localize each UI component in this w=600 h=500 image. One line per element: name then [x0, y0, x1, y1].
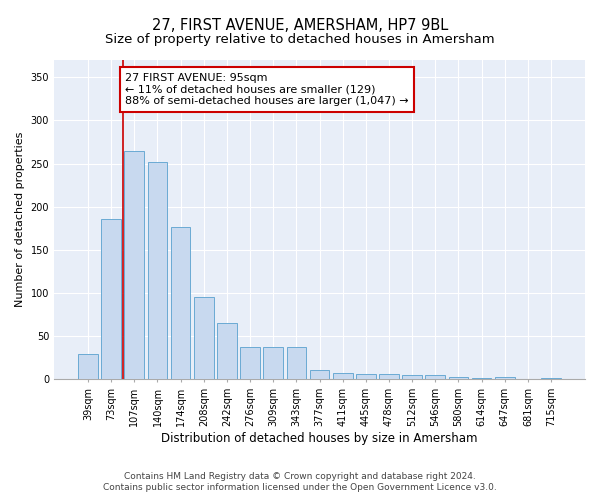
Bar [78, 354, 98, 380]
Bar [287, 346, 306, 380]
Bar [333, 372, 353, 380]
Bar [171, 228, 190, 380]
Bar [217, 324, 237, 380]
Bar [101, 219, 121, 380]
Bar [356, 374, 376, 380]
Bar [194, 298, 214, 380]
Text: 27 FIRST AVENUE: 95sqm
← 11% of detached houses are smaller (129)
88% of semi-de: 27 FIRST AVENUE: 95sqm ← 11% of detached… [125, 73, 409, 106]
Bar [472, 378, 491, 380]
Bar [541, 378, 561, 380]
Text: Size of property relative to detached houses in Amersham: Size of property relative to detached ho… [105, 32, 495, 46]
Bar [148, 162, 167, 380]
Text: Contains public sector information licensed under the Open Government Licence v3: Contains public sector information licen… [103, 484, 497, 492]
Bar [379, 374, 399, 380]
Text: 27, FIRST AVENUE, AMERSHAM, HP7 9BL: 27, FIRST AVENUE, AMERSHAM, HP7 9BL [152, 18, 448, 32]
X-axis label: Distribution of detached houses by size in Amersham: Distribution of detached houses by size … [161, 432, 478, 445]
Bar [310, 370, 329, 380]
Bar [495, 377, 515, 380]
Bar [402, 375, 422, 380]
Bar [425, 375, 445, 380]
Bar [449, 377, 468, 380]
Y-axis label: Number of detached properties: Number of detached properties [15, 132, 25, 308]
Bar [124, 150, 144, 380]
Bar [240, 346, 260, 380]
Text: Contains HM Land Registry data © Crown copyright and database right 2024.: Contains HM Land Registry data © Crown c… [124, 472, 476, 481]
Bar [263, 346, 283, 380]
Bar [518, 378, 538, 380]
